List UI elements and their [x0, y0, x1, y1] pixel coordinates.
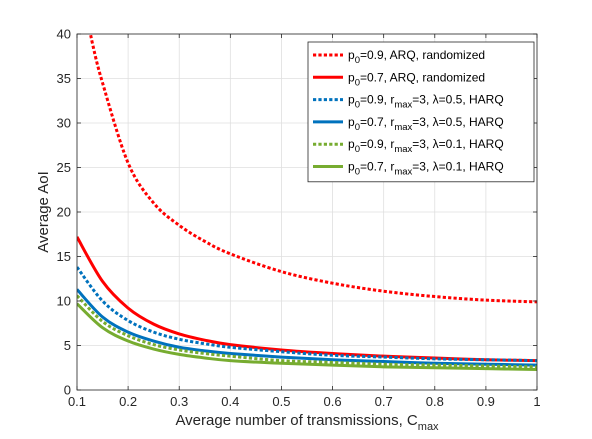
x-tick-label: 0.5	[272, 394, 290, 409]
y-tick-label: 5	[64, 338, 71, 353]
legend-label-5: p0=0.9, rmax=3, λ=0.1, HARQ	[348, 137, 504, 155]
x-tick-label: 0.6	[324, 394, 342, 409]
x-axis-label-subscript: max	[418, 421, 439, 433]
x-axis-label: Average number of transmissions, Cmax	[175, 412, 439, 433]
y-tick-label: 40	[57, 27, 71, 42]
x-tick-label: 0.3	[170, 394, 188, 409]
x-tick-label: 0.9	[477, 394, 495, 409]
legend-label-4: p0=0.7, rmax=3, λ=0.5, HARQ	[348, 115, 504, 133]
y-tick-label: 25	[57, 160, 71, 175]
legend-label-3: p0=0.9, rmax=3, λ=0.5, HARQ	[348, 93, 504, 111]
x-tick-label: 0.2	[119, 394, 137, 409]
y-tick-label: 35	[57, 71, 71, 86]
series-line-1	[88, 34, 537, 304]
x-tick-label: 0.1	[68, 394, 86, 409]
legend: p0=0.9, ARQ, randomized p0=0.7, ARQ, rand…	[307, 41, 535, 183]
series-line-3	[77, 266, 537, 363]
y-tick-label: 20	[57, 205, 71, 220]
legend-label-2: p0=0.7, ARQ, randomized	[348, 70, 485, 88]
y-axis-label: Average AoI	[35, 171, 52, 252]
x-tick-label: 0.8	[426, 394, 444, 409]
y-tick-label: 30	[57, 116, 71, 131]
y-tick-label: 15	[57, 249, 71, 264]
y-tick-label: 10	[57, 294, 71, 309]
x-tick-label: 0.4	[221, 394, 239, 409]
series-line-5	[77, 294, 537, 369]
series-line-4	[77, 288, 537, 367]
axis-ticks: 0.1 0.2 0.3 0.4 0.5 0.6 0.7 0.8 0.9 1051015202530…	[57, 27, 541, 410]
x-tick-label: 1	[533, 394, 540, 409]
x-axis-label-main: Average number of transmissions, C	[175, 412, 417, 429]
y-tick-label: 0	[64, 383, 71, 398]
legend-label-1: p0=0.9, ARQ, randomized	[348, 48, 485, 66]
series-layer	[77, 34, 537, 372]
legend-label-6: p0=0.7, rmax=3, λ=0.1, HARQ	[348, 160, 504, 178]
x-tick-label: 0.7	[375, 394, 393, 409]
legend-box	[307, 41, 535, 183]
series-line-6	[77, 302, 537, 372]
